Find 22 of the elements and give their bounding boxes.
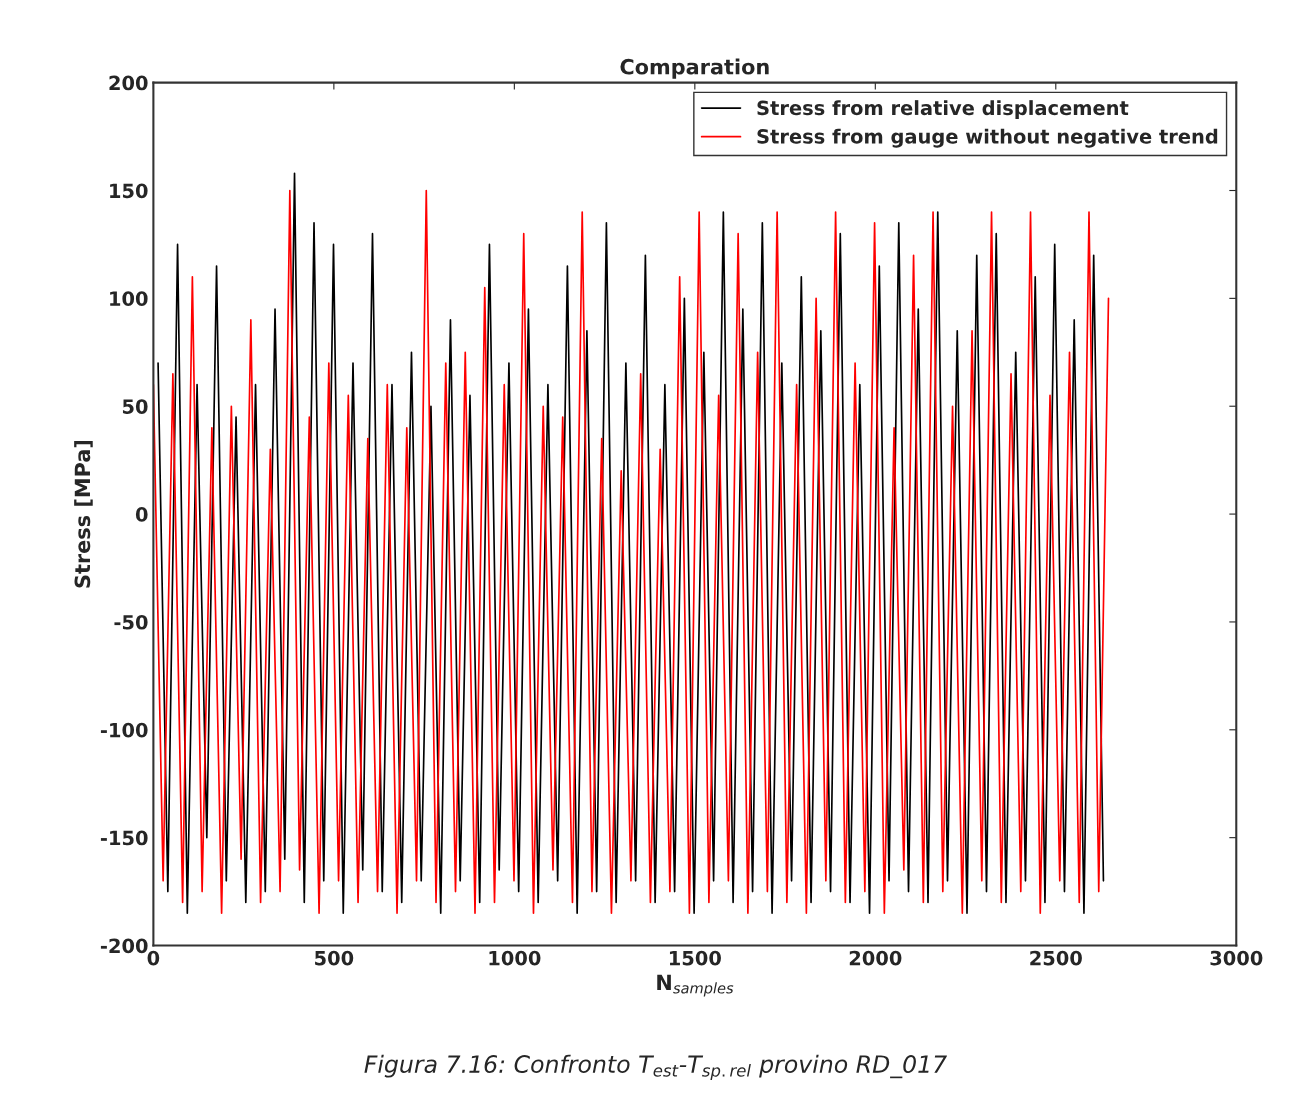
y-tick-label: -50 xyxy=(114,614,148,630)
y-tick-label: -200 xyxy=(100,938,148,954)
chart-title: Comparation xyxy=(620,58,769,79)
y-tick-label: 0 xyxy=(135,507,148,522)
x-tick-label: 2500 xyxy=(1030,950,1082,966)
x-tick-label: 1500 xyxy=(669,950,721,966)
x-tick-label: 500 xyxy=(315,950,354,966)
x-tick-label: 2000 xyxy=(849,950,902,966)
x-tick-label: 0 xyxy=(147,950,160,966)
legend-label: Stress from gauge without negative trend xyxy=(757,128,1218,148)
legend-label: Stress from relative displacement xyxy=(757,100,1129,119)
y-tick-label: 150 xyxy=(110,183,148,199)
y-tick-label: 50 xyxy=(122,399,148,414)
x-axis-title: N$_{samples}$ xyxy=(657,974,734,997)
y-tick-label: -150 xyxy=(100,830,148,846)
y-tick-label: 100 xyxy=(110,291,148,307)
text: Figura 7.16: Confronto T$_{est}$-T$_{sp.rel}$ provino RD_017 xyxy=(364,1054,947,1080)
y-tick-label: 200 xyxy=(109,75,148,91)
y-tick-label: -100 xyxy=(100,722,148,738)
x-tick-label: 1000 xyxy=(489,950,541,966)
y-axis-title: Stress [MPa] xyxy=(74,440,93,588)
x-tick-label: 3000 xyxy=(1210,950,1263,966)
